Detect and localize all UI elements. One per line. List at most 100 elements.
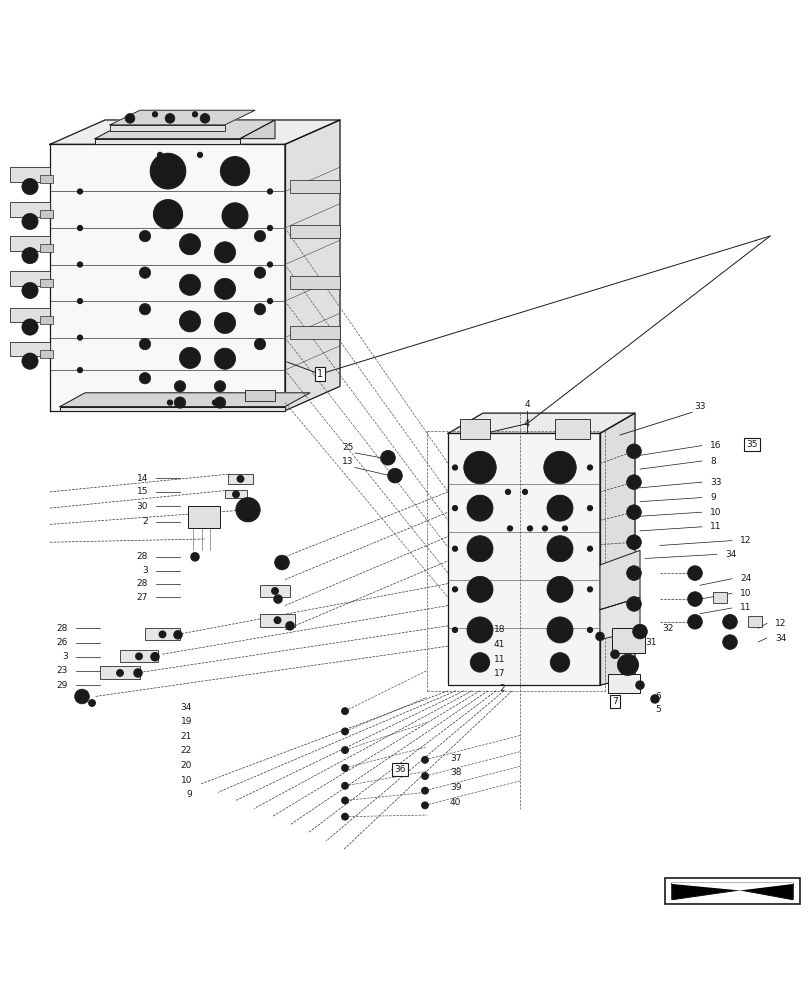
Circle shape	[341, 813, 348, 820]
Circle shape	[139, 373, 151, 384]
Circle shape	[691, 596, 697, 602]
Circle shape	[507, 526, 512, 531]
Text: 29: 29	[57, 681, 68, 690]
Circle shape	[630, 479, 637, 485]
Circle shape	[174, 381, 186, 392]
Circle shape	[134, 669, 142, 677]
Text: 10: 10	[739, 589, 750, 598]
Circle shape	[527, 526, 532, 531]
Text: 23: 23	[57, 666, 68, 675]
Circle shape	[153, 200, 182, 229]
Bar	[145, 628, 180, 640]
Circle shape	[632, 624, 646, 639]
Text: 5: 5	[654, 705, 660, 714]
Text: 20: 20	[180, 761, 191, 770]
Circle shape	[626, 597, 641, 611]
Text: 28: 28	[136, 552, 148, 561]
Circle shape	[78, 299, 83, 303]
Bar	[188, 506, 220, 528]
Circle shape	[587, 627, 592, 632]
Text: 10: 10	[709, 508, 721, 517]
Circle shape	[629, 508, 637, 516]
Circle shape	[268, 189, 272, 194]
Circle shape	[547, 536, 573, 562]
Text: 13: 13	[341, 457, 354, 466]
Text: 11: 11	[709, 522, 721, 531]
Circle shape	[157, 152, 162, 157]
Bar	[10, 202, 50, 217]
Circle shape	[466, 536, 492, 562]
Circle shape	[241, 503, 254, 516]
Circle shape	[587, 465, 592, 470]
Bar	[290, 180, 340, 193]
Circle shape	[341, 747, 348, 753]
Circle shape	[722, 635, 736, 649]
Circle shape	[214, 381, 225, 392]
Circle shape	[421, 773, 427, 779]
Polygon shape	[50, 144, 285, 411]
Circle shape	[542, 526, 547, 531]
Circle shape	[635, 681, 643, 689]
Circle shape	[636, 628, 642, 635]
Circle shape	[78, 226, 83, 230]
Circle shape	[722, 614, 736, 629]
Text: 17: 17	[493, 669, 504, 678]
Circle shape	[452, 465, 457, 470]
Polygon shape	[109, 110, 255, 125]
Circle shape	[562, 526, 567, 531]
Circle shape	[421, 802, 427, 809]
Circle shape	[179, 274, 200, 295]
Text: 28: 28	[136, 579, 148, 588]
Circle shape	[125, 113, 135, 123]
Circle shape	[629, 478, 637, 486]
Circle shape	[595, 632, 603, 640]
Circle shape	[22, 319, 38, 335]
Bar	[290, 225, 340, 238]
Circle shape	[610, 650, 618, 658]
Circle shape	[466, 495, 492, 521]
Circle shape	[254, 267, 265, 278]
Polygon shape	[672, 883, 792, 900]
Text: 40: 40	[449, 798, 461, 807]
Text: 10: 10	[180, 776, 191, 785]
Circle shape	[421, 757, 427, 763]
Text: 7: 7	[611, 697, 617, 706]
Text: 19: 19	[180, 717, 191, 726]
Text: 4: 4	[523, 419, 530, 429]
Circle shape	[75, 689, 89, 704]
Circle shape	[79, 693, 85, 700]
Polygon shape	[95, 139, 240, 144]
Circle shape	[550, 653, 569, 672]
Circle shape	[285, 622, 294, 630]
Circle shape	[626, 535, 641, 550]
Bar	[290, 276, 340, 289]
Polygon shape	[448, 433, 599, 685]
Text: 2: 2	[142, 517, 148, 526]
Circle shape	[139, 338, 151, 350]
Circle shape	[547, 617, 573, 643]
Text: 11: 11	[739, 603, 750, 612]
Circle shape	[197, 152, 202, 157]
Bar	[460, 419, 489, 439]
Text: 22: 22	[181, 746, 191, 755]
Circle shape	[268, 299, 272, 303]
Circle shape	[254, 230, 265, 242]
Circle shape	[78, 368, 83, 373]
Bar	[120, 650, 158, 662]
Text: 1: 1	[316, 369, 323, 379]
Text: 24: 24	[739, 574, 750, 583]
Text: 39: 39	[449, 783, 461, 792]
Circle shape	[254, 338, 265, 350]
Circle shape	[237, 476, 243, 482]
Circle shape	[214, 348, 235, 369]
Circle shape	[221, 203, 247, 229]
Circle shape	[380, 450, 395, 465]
Text: 2: 2	[499, 684, 504, 693]
Circle shape	[78, 262, 83, 267]
Bar	[611, 628, 644, 653]
Text: 4: 4	[524, 400, 529, 409]
Bar	[100, 666, 139, 679]
Circle shape	[620, 666, 629, 675]
Text: 28: 28	[57, 624, 68, 633]
Circle shape	[274, 555, 289, 570]
